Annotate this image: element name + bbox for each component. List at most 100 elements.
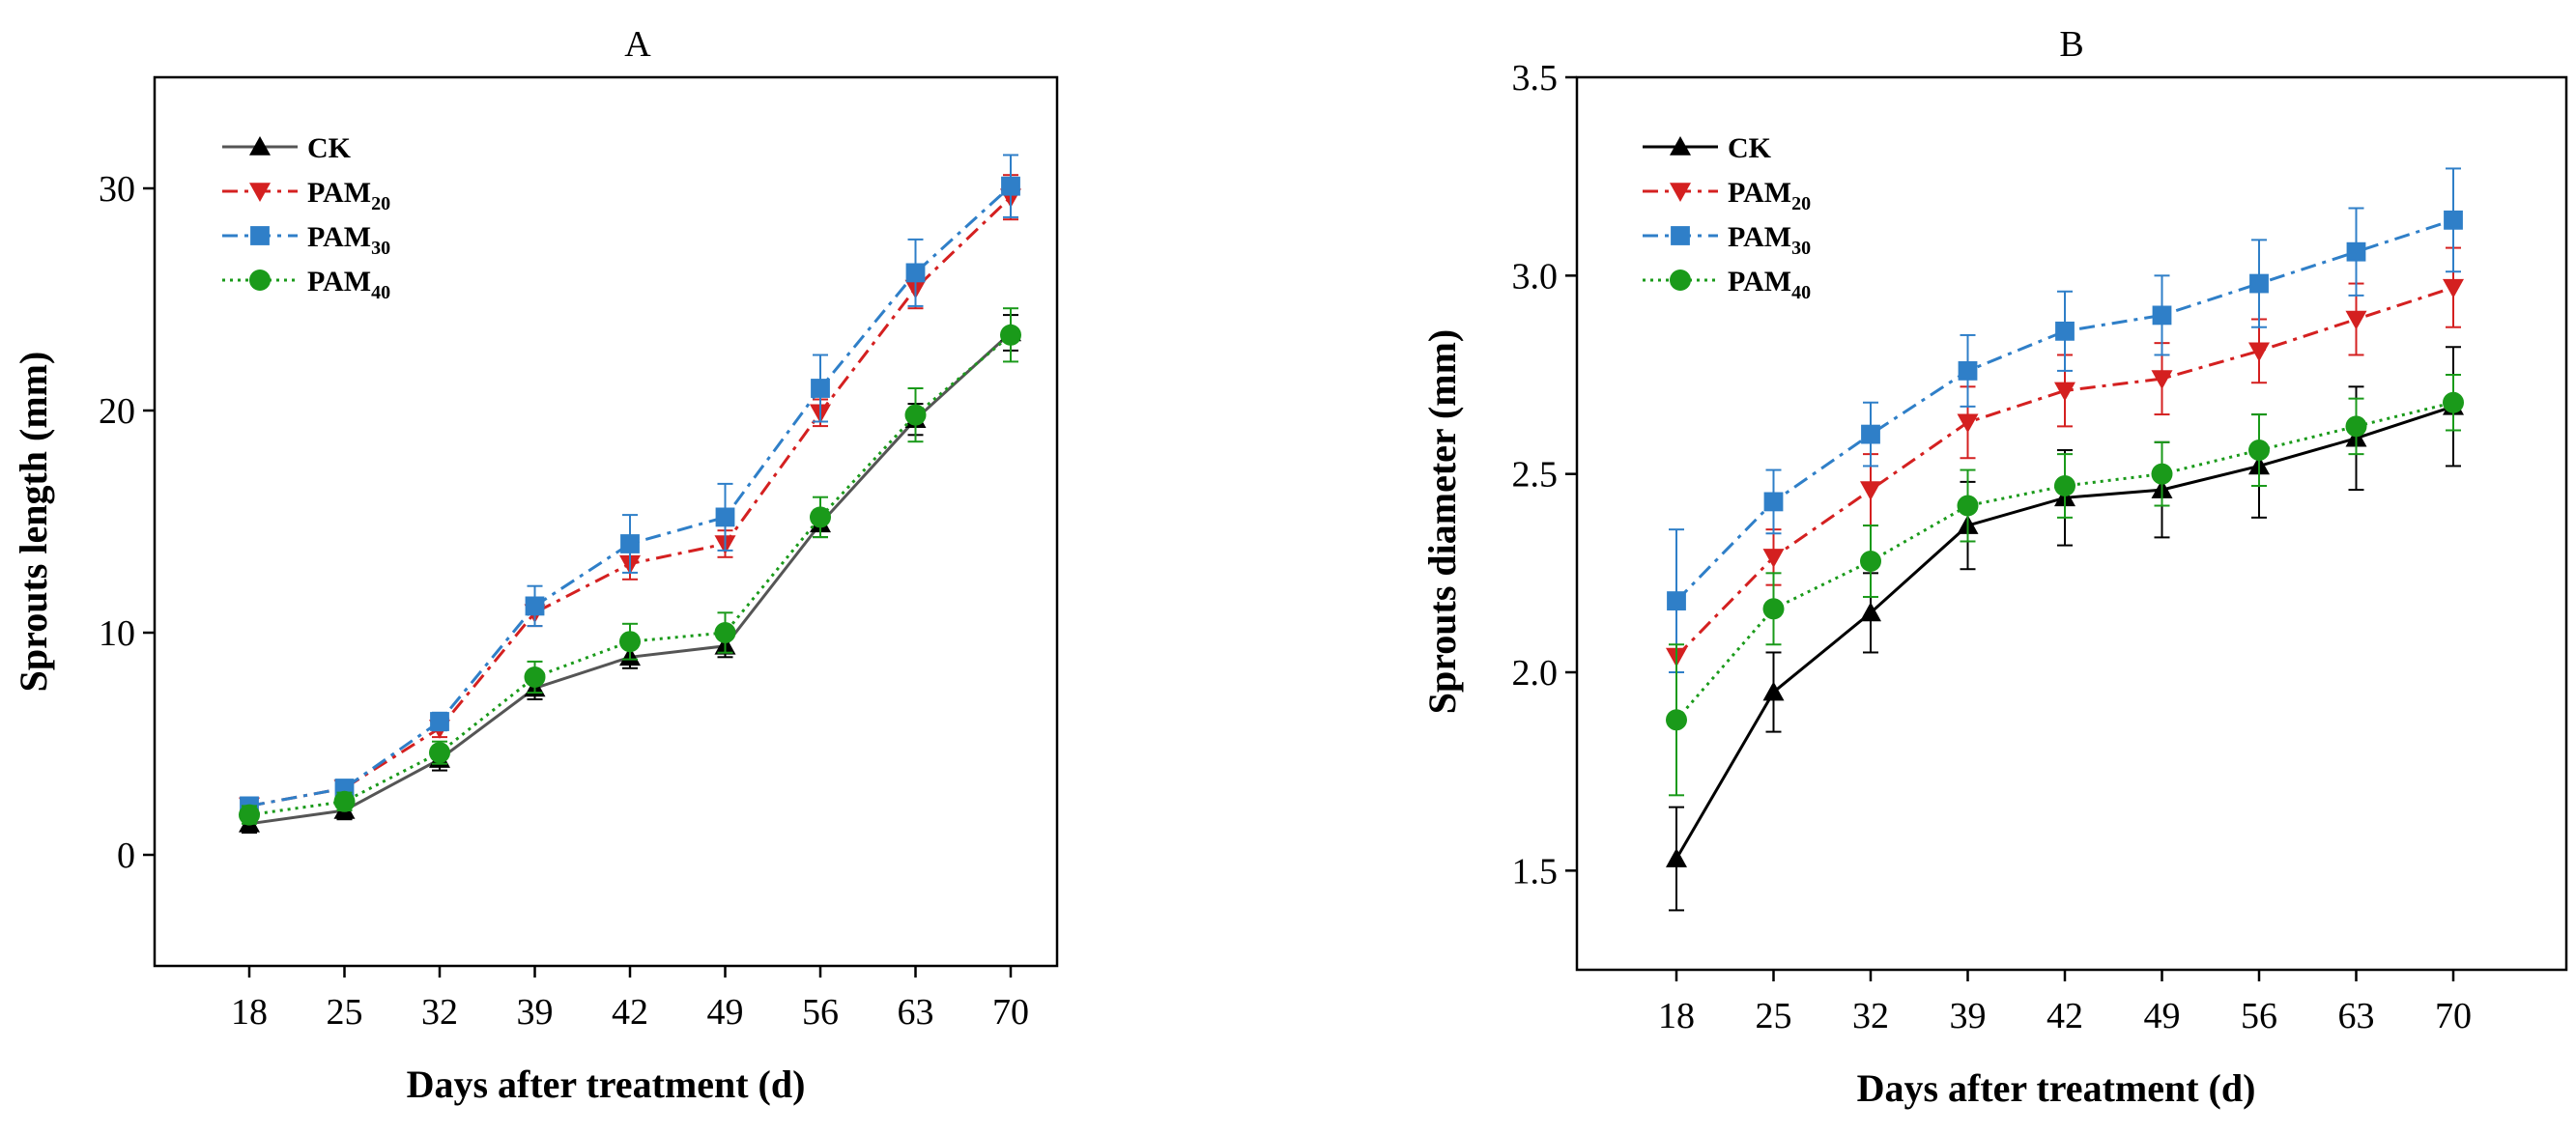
- y-tick-label: 0: [117, 836, 135, 876]
- series-line: [248, 184, 1013, 808]
- data-point: [1861, 424, 1880, 444]
- series-ck: [1666, 346, 2464, 912]
- legend-item-pam40: PAM40: [1643, 266, 1811, 303]
- data-point: [1958, 360, 1978, 381]
- series-layer: [1666, 167, 2464, 912]
- y-tick-label: 20: [99, 391, 135, 432]
- y-axis-label: Sprouts diameter (mm): [1420, 329, 1464, 714]
- y-axis-ticks: 0 10 20 30: [99, 169, 155, 876]
- data-point: [2055, 321, 2075, 341]
- data-point: [1001, 176, 1020, 196]
- legend-label: PAM30: [307, 221, 390, 259]
- data-point: [2151, 370, 2173, 390]
- legend-item-ck: CK: [1643, 132, 1772, 164]
- data-point: [811, 379, 830, 398]
- x-tick-label: 63: [898, 992, 934, 1033]
- data-point: [1667, 591, 1686, 610]
- data-point: [1957, 413, 1979, 434]
- x-tick-label: 32: [421, 992, 458, 1033]
- data-point: [1666, 709, 1687, 731]
- x-tick-label: 70: [992, 992, 1029, 1033]
- data-point: [2345, 415, 2367, 438]
- y-tick-label: 1.5: [1512, 851, 1559, 892]
- legend: CK PAM20 PAM30 PAM40: [1643, 132, 1811, 303]
- data-point: [2444, 210, 2463, 230]
- data-point: [1860, 551, 1881, 573]
- x-axis-label: Days after treatment (d): [1857, 1066, 2256, 1110]
- data-point: [1762, 598, 1785, 620]
- series-pam30: [240, 154, 1020, 816]
- legend-item-pam20: PAM20: [1643, 177, 1811, 214]
- data-point: [2443, 278, 2464, 298]
- y-axis-ticks: 1.5 2.0 2.5 3.0 3.5: [1512, 58, 1577, 892]
- data-point: [2152, 305, 2172, 326]
- x-tick-label: 32: [1852, 996, 1889, 1036]
- data-point: [2151, 463, 2173, 485]
- x-tick-label: 42: [612, 992, 648, 1033]
- legend-item-pam30: PAM30: [1643, 221, 1811, 259]
- data-point: [904, 404, 927, 426]
- legend-label: PAM40: [1728, 266, 1811, 303]
- data-point: [2248, 439, 2270, 462]
- data-point: [619, 631, 641, 653]
- data-point: [1762, 681, 1785, 701]
- chart-title: B: [2059, 24, 2083, 65]
- legend-marker: [249, 183, 271, 202]
- data-point: [1957, 495, 1979, 517]
- x-tick-label: 49: [707, 992, 744, 1033]
- x-tick-label: 25: [327, 992, 363, 1033]
- data-point: [525, 596, 545, 616]
- y-tick-label: 3.0: [1512, 256, 1559, 297]
- legend-marker: [249, 269, 271, 291]
- data-point: [2346, 241, 2366, 262]
- plot-frame: [1575, 75, 2568, 972]
- data-point: [333, 790, 356, 812]
- data-point: [239, 804, 260, 826]
- data-point: [2054, 474, 2075, 496]
- legend-marker: [1670, 269, 1691, 291]
- legend-marker: [250, 226, 270, 245]
- legend-label: PAM30: [1728, 221, 1811, 259]
- legend-label: CK: [307, 132, 352, 164]
- legend-item-pam40: PAM40: [222, 266, 390, 303]
- data-point: [1763, 492, 1784, 512]
- series-pam40: [1666, 374, 2464, 797]
- x-tick-label: 56: [2241, 996, 2277, 1036]
- data-point: [2249, 273, 2269, 294]
- legend-label: CK: [1728, 132, 1772, 164]
- legend-marker: [1670, 183, 1691, 202]
- x-tick-label: 39: [1950, 996, 1987, 1036]
- data-point: [810, 506, 831, 528]
- legend-marker: [1671, 226, 1690, 245]
- data-point: [2054, 382, 2075, 402]
- y-tick-label: 2.5: [1512, 455, 1559, 496]
- data-point: [2248, 342, 2270, 362]
- x-tick-label: 63: [2338, 996, 2375, 1036]
- data-point: [1000, 324, 1021, 346]
- legend-item-pam30: PAM30: [222, 221, 390, 259]
- data-point: [714, 622, 736, 643]
- y-tick-label: 30: [99, 169, 135, 210]
- data-point: [1666, 848, 1687, 867]
- legend-item-pam20: PAM20: [222, 177, 390, 214]
- series-layer: [239, 154, 1021, 834]
- y-tick-label: 2.0: [1512, 653, 1559, 694]
- data-point: [905, 263, 926, 283]
- x-axis-label: Days after treatment (d): [407, 1063, 806, 1106]
- chart-panel-b: B Sprouts diameter (mm) Days after treat…: [1420, 24, 2568, 1110]
- legend-label: PAM40: [307, 266, 390, 303]
- x-tick-label: 56: [802, 992, 839, 1033]
- data-point: [430, 712, 449, 731]
- legend-marker: [1670, 136, 1691, 156]
- chart-title: A: [624, 24, 651, 65]
- data-point: [1762, 549, 1785, 568]
- data-point: [620, 534, 640, 553]
- series-line: [1674, 218, 2454, 603]
- series-pam40: [239, 307, 1021, 826]
- data-point: [429, 742, 450, 764]
- x-tick-label: 70: [2435, 996, 2472, 1036]
- legend: CK PAM20 PAM30 PAM40: [222, 132, 390, 303]
- x-tick-label: 42: [2046, 996, 2083, 1036]
- legend-label: PAM20: [307, 177, 390, 214]
- x-axis-ticks: 18 25 32 39 42 49 56 63 70: [231, 966, 1029, 1033]
